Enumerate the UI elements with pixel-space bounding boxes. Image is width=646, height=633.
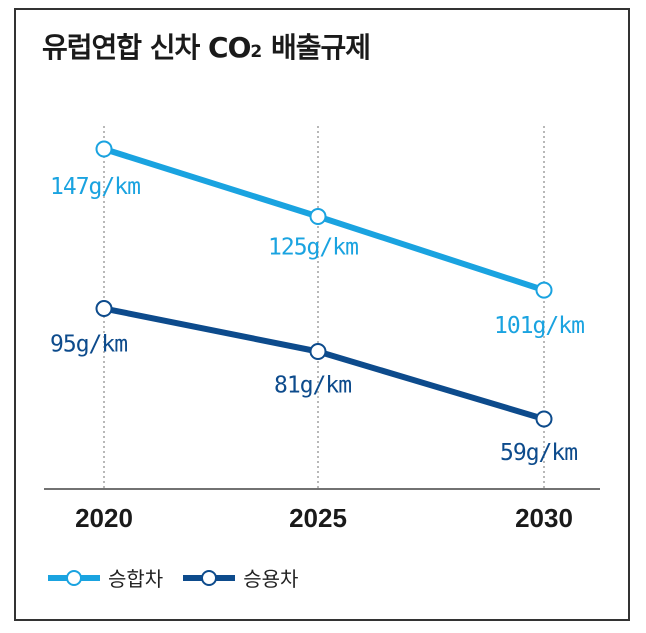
data-label: 147g/km (50, 174, 140, 200)
title-subscript: 2 (250, 42, 263, 62)
data-label: 101g/km (494, 313, 584, 339)
data-point (95, 140, 113, 158)
chart-title: 유럽연합 신차 CO2 배출규제 (42, 26, 371, 66)
legend-label-van: 승합차 (108, 567, 164, 591)
gridlines (103, 126, 545, 489)
data-point (309, 343, 327, 360)
legend-marker-van-icon (48, 569, 100, 586)
series-line-1 (103, 305, 545, 422)
data-label: 59g/km (500, 440, 577, 466)
x-tick-labels: 2020 2025 2030 (75, 503, 573, 533)
x-tick-label: 2025 (289, 503, 347, 533)
title-rest: 배출규제 (262, 31, 371, 64)
x-tick-label: 2020 (75, 503, 133, 533)
series-group: 147g/km 125g/km 101g/km 95g/km 81g/km 59g/km (50, 140, 585, 466)
data-point (535, 281, 553, 299)
data-point (535, 410, 553, 428)
data-point (95, 300, 113, 318)
legend-label-car: 승용차 (243, 567, 299, 591)
data-label: 81g/km (274, 373, 351, 399)
legend-item-van: 승합차 (46, 563, 163, 592)
legend: 승합차 승용차 (46, 563, 298, 592)
data-point (309, 208, 327, 225)
title-main: 유럽연합 신차 CO (42, 31, 251, 64)
legend-marker-car-icon (183, 569, 236, 586)
data-label: 125g/km (268, 235, 358, 261)
legend-item-car: 승용차 (181, 563, 298, 592)
x-tick-label: 2030 (515, 503, 573, 533)
chart-frame (14, 8, 630, 621)
data-label: 95g/km (50, 332, 127, 358)
